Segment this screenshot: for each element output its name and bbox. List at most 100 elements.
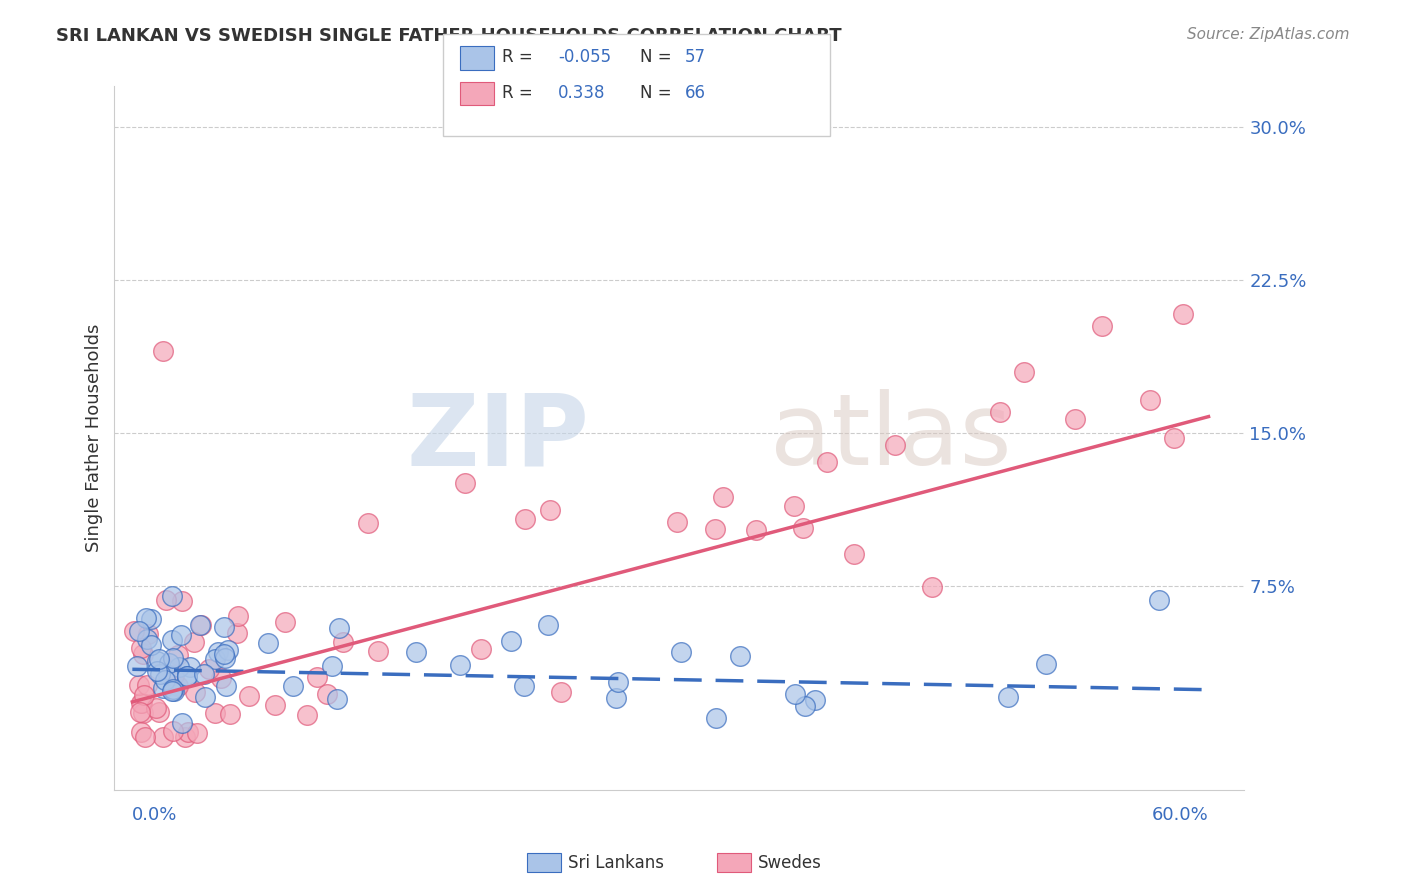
Point	[139, 638, 162, 652]
Point	[783, 500, 806, 514]
Point	[128, 624, 150, 638]
Text: R =: R =	[502, 84, 538, 102]
Point	[152, 681, 174, 695]
Point	[988, 405, 1011, 419]
Point	[157, 656, 180, 670]
Point	[214, 647, 236, 661]
Point	[666, 516, 689, 530]
Point	[169, 660, 191, 674]
Point	[226, 626, 249, 640]
Point	[295, 707, 318, 722]
Point	[131, 697, 153, 711]
Point	[149, 667, 172, 681]
Point	[804, 693, 827, 707]
Point	[162, 724, 184, 739]
Text: 0.0%: 0.0%	[132, 805, 177, 824]
Text: Source: ZipAtlas.com: Source: ZipAtlas.com	[1187, 27, 1350, 42]
Point	[1139, 393, 1161, 408]
Point	[172, 715, 194, 730]
Point	[607, 674, 630, 689]
Point	[190, 617, 212, 632]
Point	[132, 648, 155, 662]
Point	[145, 654, 167, 668]
Point	[671, 645, 693, 659]
Point	[711, 491, 734, 505]
Point	[162, 682, 184, 697]
Point	[129, 696, 152, 710]
Point	[214, 651, 236, 665]
Text: 57: 57	[685, 48, 706, 66]
Point	[204, 706, 226, 720]
Point	[325, 691, 347, 706]
Text: SRI LANKAN VS SWEDISH SINGLE FATHER HOUSEHOLDS CORRELATION CHART: SRI LANKAN VS SWEDISH SINGLE FATHER HOUS…	[56, 27, 842, 45]
Point	[1147, 592, 1170, 607]
Point	[163, 684, 186, 698]
Point	[177, 725, 200, 739]
Point	[1064, 412, 1087, 426]
Point	[148, 705, 170, 719]
Point	[134, 688, 156, 702]
Point	[209, 671, 232, 685]
Point	[405, 645, 427, 659]
Point	[128, 678, 150, 692]
Point	[148, 651, 170, 665]
Point	[844, 547, 866, 561]
Text: 60.0%: 60.0%	[1152, 805, 1209, 824]
Point	[176, 669, 198, 683]
Point	[125, 658, 148, 673]
Point	[204, 652, 226, 666]
Point	[139, 612, 162, 626]
Point	[815, 455, 838, 469]
Point	[212, 620, 235, 634]
Point	[357, 516, 380, 530]
Point	[155, 593, 177, 607]
Point	[135, 611, 157, 625]
Point	[132, 706, 155, 720]
Point	[136, 678, 159, 692]
Point	[218, 706, 240, 721]
Point	[186, 726, 208, 740]
Point	[174, 730, 197, 744]
Point	[134, 730, 156, 744]
Point	[166, 679, 188, 693]
Text: 66: 66	[685, 84, 706, 102]
Point	[172, 593, 194, 607]
Point	[793, 698, 815, 713]
Point	[307, 670, 329, 684]
Point	[157, 668, 180, 682]
Point	[1091, 319, 1114, 334]
Text: atlas: atlas	[770, 390, 1011, 486]
Point	[217, 643, 239, 657]
Y-axis label: Single Father Households: Single Father Households	[86, 324, 103, 552]
Point	[226, 609, 249, 624]
Point	[160, 590, 183, 604]
Point	[183, 635, 205, 649]
Point	[785, 687, 807, 701]
Point	[550, 685, 572, 699]
Point	[264, 698, 287, 712]
Point	[792, 521, 814, 535]
Point	[160, 683, 183, 698]
Point	[135, 632, 157, 646]
Point	[281, 679, 304, 693]
Point	[1012, 365, 1035, 379]
Point	[193, 690, 215, 704]
Point	[152, 730, 174, 744]
Point	[883, 438, 905, 452]
Point	[1035, 657, 1057, 671]
Point	[129, 706, 152, 720]
Text: Swedes: Swedes	[758, 854, 821, 871]
Point	[176, 669, 198, 683]
Text: R =: R =	[502, 48, 538, 66]
Point	[316, 687, 339, 701]
Point	[167, 648, 190, 663]
Point	[1173, 307, 1195, 321]
Point	[605, 691, 627, 706]
Point	[160, 632, 183, 647]
Point	[193, 667, 215, 681]
Point	[162, 650, 184, 665]
Point	[129, 725, 152, 739]
Point	[152, 344, 174, 359]
Point	[704, 523, 727, 537]
Point	[179, 660, 201, 674]
